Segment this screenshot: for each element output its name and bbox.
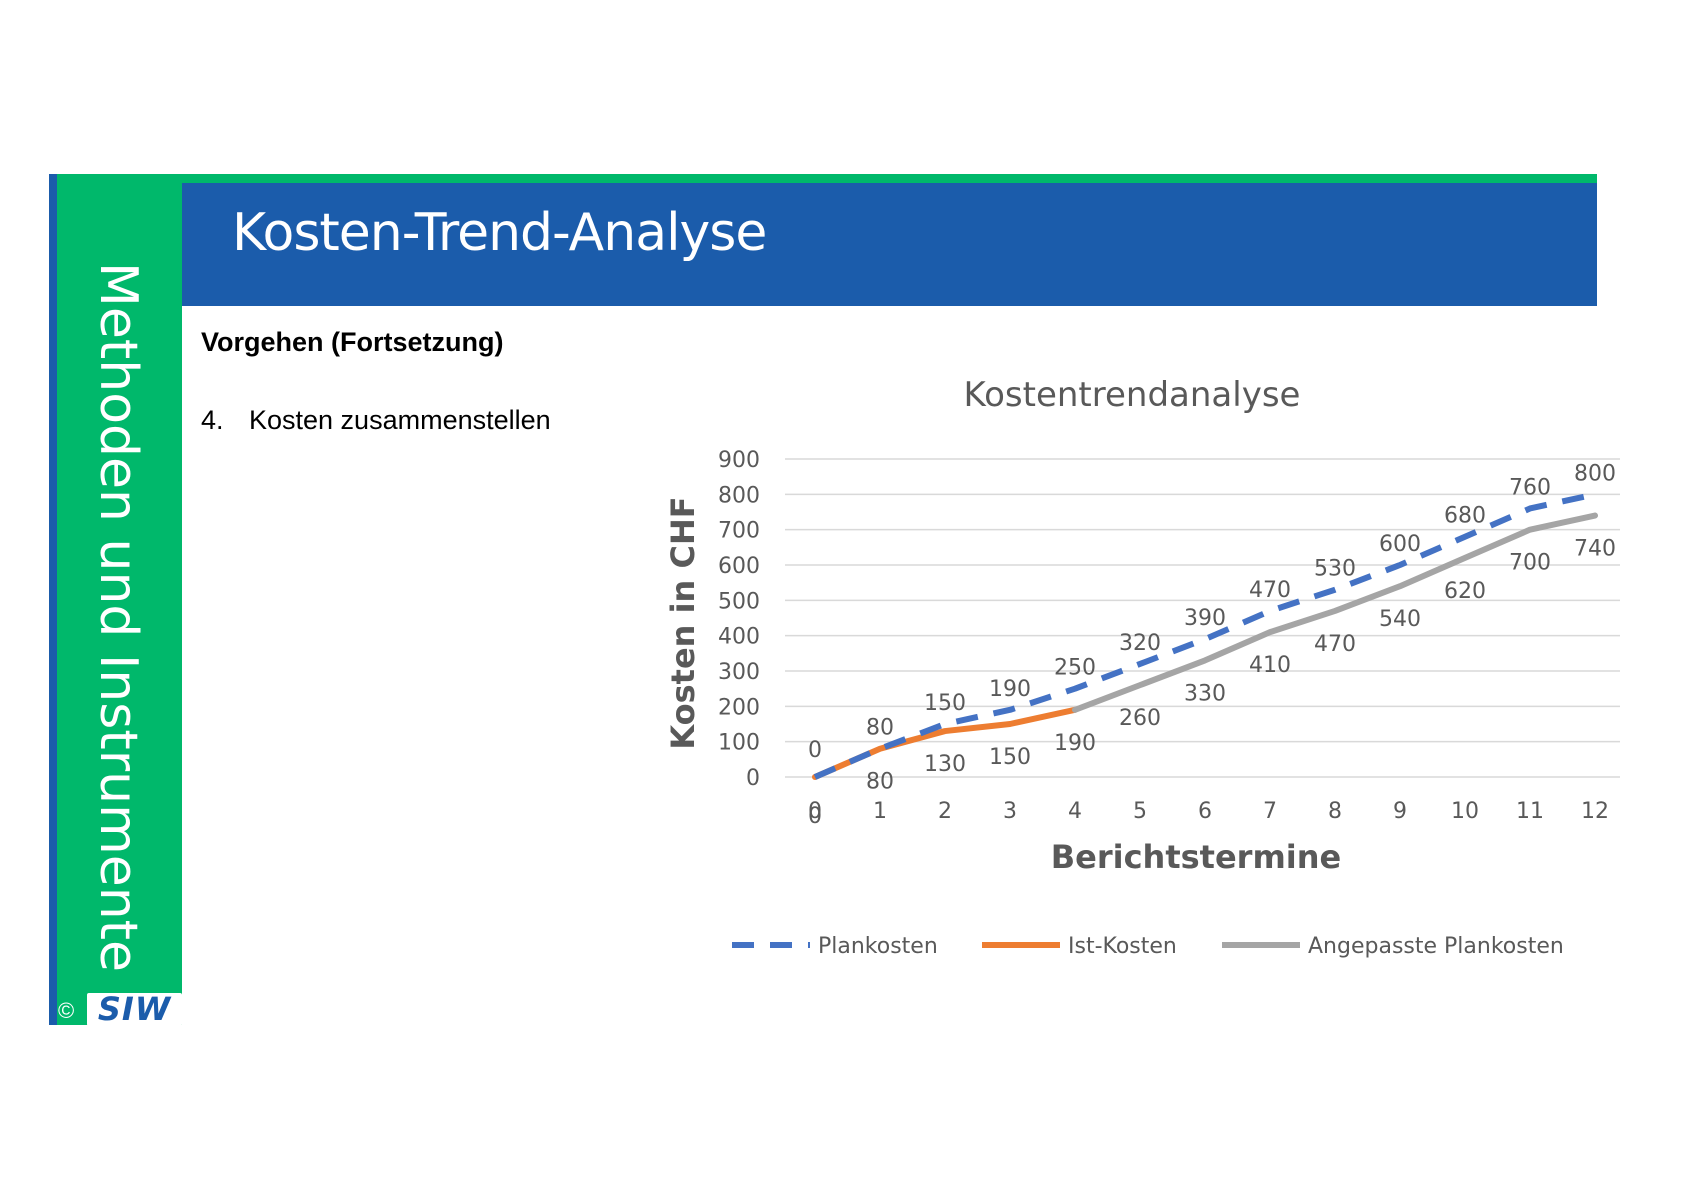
header-accent-strip	[182, 174, 1597, 183]
x-tick-label: 8	[1328, 799, 1342, 824]
sidebar	[49, 174, 182, 1025]
data-label-angepasste-plankosten: 540	[1379, 607, 1421, 632]
x-tick-label: 2	[938, 799, 952, 824]
step-number: 4.	[201, 405, 224, 435]
y-tick-label: 800	[718, 483, 760, 508]
chart-grid	[785, 458, 1620, 778]
y-tick-label: 100	[718, 731, 760, 756]
data-label-ist-kosten: 80	[866, 770, 894, 795]
x-tick-label: 10	[1451, 799, 1479, 824]
data-label-plankosten: 190	[989, 677, 1031, 702]
data-label-plankosten: 800	[1574, 461, 1616, 486]
data-label-plankosten: 150	[924, 691, 966, 716]
data-label-plankosten: 530	[1314, 557, 1356, 582]
data-label-plankosten: 600	[1379, 532, 1421, 557]
data-label-plankosten: 680	[1444, 504, 1486, 529]
data-label-plankosten: 470	[1249, 578, 1291, 603]
data-label-ist-kosten: 0	[808, 804, 822, 829]
logo-text: SIW	[97, 990, 172, 1028]
y-tick-label: 200	[718, 695, 760, 720]
series-line-angepasste-plankosten	[1072, 512, 1598, 713]
data-label-plankosten: 80	[866, 716, 894, 741]
data-label-ist-kosten: 190	[1054, 731, 1096, 756]
x-tick-label: 4	[1068, 799, 1082, 824]
data-label-plankosten: 250	[1054, 656, 1096, 681]
x-tick-label: 6	[1198, 799, 1212, 824]
step-text: Kosten zusammenstellen	[249, 405, 551, 435]
data-label-ist-kosten: 130	[924, 752, 966, 777]
data-label-plankosten: 760	[1509, 475, 1551, 500]
y-tick-label: 700	[718, 519, 760, 544]
data-label-plankosten: 0	[808, 738, 822, 763]
x-tick-label: 9	[1393, 799, 1407, 824]
chart-title: Kostentrendanalyse	[964, 375, 1301, 415]
data-label-angepasste-plankosten: 260	[1119, 706, 1161, 731]
x-axis-title: Berichtstermine	[1051, 838, 1342, 876]
data-label-ist-kosten: 150	[989, 745, 1031, 770]
siw-logo: SIW	[87, 990, 182, 1028]
page-title: Kosten-Trend-Analyse	[232, 203, 767, 263]
data-label-plankosten: 390	[1184, 606, 1226, 631]
x-tick-label: 11	[1516, 799, 1544, 824]
legend-label-ist-kosten: Ist-Kosten	[1068, 934, 1177, 959]
legend-label-angepasste-plankosten: Angepasste Plankosten	[1308, 934, 1564, 959]
y-tick-label: 400	[718, 625, 760, 650]
x-tick-label: 3	[1003, 799, 1017, 824]
sidebar-label: Methoden und Instrumente	[88, 262, 148, 973]
x-tick-label: 5	[1133, 799, 1147, 824]
header-bar	[182, 183, 1597, 306]
data-labels: 0801501902503203904705306006807608000801…	[808, 461, 1616, 829]
y-tick-label: 0	[746, 766, 760, 791]
y-tick-label: 500	[718, 589, 760, 614]
legend-label-plankosten: Plankosten	[818, 934, 938, 959]
chart-series	[812, 491, 1598, 780]
copyright-mark: ©	[58, 998, 75, 1023]
data-label-angepasste-plankosten: 740	[1574, 537, 1616, 562]
data-label-angepasste-plankosten: 700	[1509, 551, 1551, 576]
x-tick-label: 0	[808, 799, 822, 824]
data-label-plankosten: 320	[1119, 631, 1161, 656]
y-tick-label: 900	[718, 448, 760, 473]
data-label-angepasste-plankosten: 620	[1444, 579, 1486, 604]
y-tick-label: 300	[718, 660, 760, 685]
data-label-angepasste-plankosten: 410	[1249, 653, 1291, 678]
data-label-angepasste-plankosten: 330	[1184, 681, 1226, 706]
y-axis-title: Kosten in CHF	[664, 496, 702, 749]
data-label-angepasste-plankosten: 470	[1314, 632, 1356, 657]
x-tick-label: 7	[1263, 799, 1277, 824]
section-subtitle: Vorgehen (Fortsetzung)	[201, 327, 504, 357]
chart-legend: Plankosten Ist-Kosten Angepasste Plankoste…	[732, 934, 1564, 959]
x-tick-label: 1	[873, 799, 887, 824]
y-tick-label: 600	[718, 554, 760, 579]
x-tick-label: 12	[1581, 799, 1609, 824]
series-line-plankosten	[813, 491, 1596, 780]
